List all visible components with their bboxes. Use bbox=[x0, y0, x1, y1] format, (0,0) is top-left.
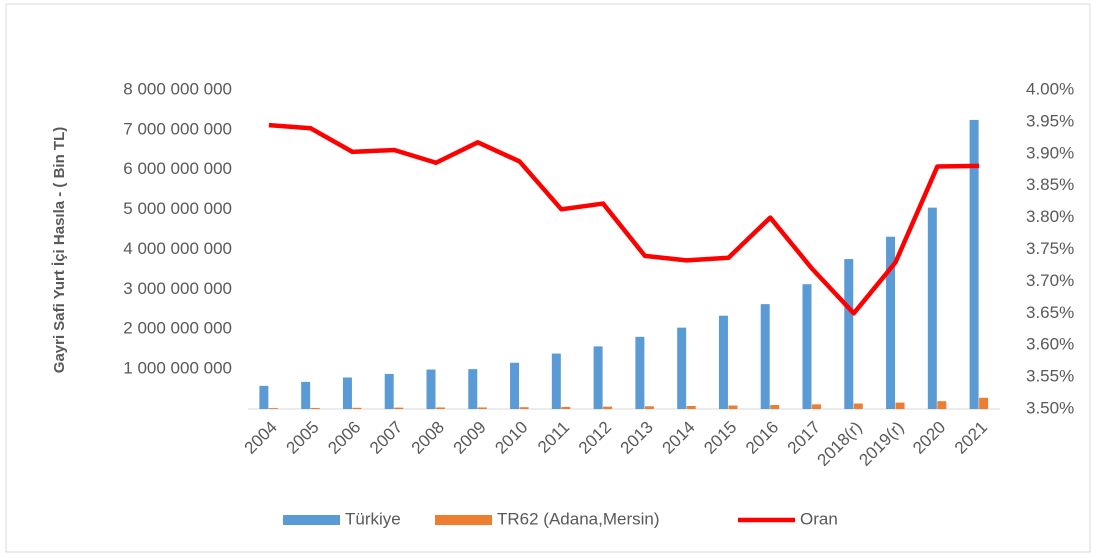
bar bbox=[352, 407, 362, 409]
bar bbox=[426, 369, 436, 409]
legend-label: Oran bbox=[800, 509, 838, 528]
y2-tick-label: 3.55% bbox=[1026, 367, 1074, 386]
y-tick-label: 7 000 000 000 bbox=[123, 119, 232, 138]
bar bbox=[301, 381, 311, 409]
y-tick-label: 6 000 000 000 bbox=[123, 159, 232, 178]
bar bbox=[895, 402, 905, 409]
bar bbox=[728, 405, 738, 409]
bar bbox=[969, 119, 979, 409]
bar bbox=[979, 397, 989, 409]
bar bbox=[718, 315, 728, 409]
bar bbox=[268, 408, 278, 409]
bar bbox=[927, 207, 937, 409]
bar bbox=[770, 405, 780, 409]
bar bbox=[853, 403, 863, 409]
y2-tick-label: 3.60% bbox=[1026, 335, 1074, 354]
bar bbox=[635, 336, 645, 409]
bar bbox=[259, 385, 269, 409]
y2-tick-label: 3.50% bbox=[1026, 398, 1074, 417]
y-axis-title: Gayri Safi Yurt İçi Hasıla - ( Bin TL) bbox=[51, 127, 68, 373]
y-tick-label: 2 000 000 000 bbox=[123, 319, 232, 338]
y2-tick-label: 4.00% bbox=[1026, 79, 1074, 98]
legend-label: Türkiye bbox=[345, 509, 401, 528]
bar bbox=[677, 327, 687, 409]
bar bbox=[886, 236, 896, 409]
y2-tick-label: 3.65% bbox=[1026, 303, 1074, 322]
bar bbox=[477, 407, 487, 409]
bar bbox=[310, 407, 320, 409]
bar bbox=[593, 346, 603, 409]
y-tick-label: 1 000 000 000 bbox=[123, 359, 232, 378]
y-tick-label: 8 000 000 000 bbox=[123, 79, 232, 98]
legend-label: TR62 (Adana,Mersin) bbox=[497, 509, 660, 528]
bar bbox=[844, 259, 854, 409]
bar bbox=[384, 373, 394, 409]
bar bbox=[436, 407, 445, 409]
bar bbox=[551, 353, 561, 409]
y2-tick-label: 3.75% bbox=[1026, 239, 1074, 258]
bar bbox=[510, 362, 520, 409]
y2-tick-label: 3.95% bbox=[1026, 111, 1074, 130]
y2-tick-label: 3.90% bbox=[1026, 143, 1074, 162]
y2-tick-label: 3.70% bbox=[1026, 271, 1074, 290]
y-tick-label: 4 000 000 000 bbox=[123, 239, 232, 258]
legend-swatch bbox=[283, 515, 340, 525]
bar bbox=[937, 401, 947, 409]
y-tick-label: 3 000 000 000 bbox=[123, 279, 232, 298]
line bbox=[268, 122, 980, 316]
bar bbox=[519, 407, 529, 409]
bar bbox=[342, 377, 352, 409]
y-tick-label: 5 000 000 000 bbox=[123, 199, 232, 218]
legend-swatch bbox=[435, 515, 492, 525]
bar bbox=[760, 304, 770, 409]
bar bbox=[468, 369, 478, 409]
bar bbox=[802, 284, 812, 409]
chart-frame bbox=[5, 3, 1091, 553]
bar bbox=[394, 407, 404, 409]
bar bbox=[644, 406, 654, 409]
bar bbox=[561, 406, 571, 409]
bar bbox=[812, 404, 821, 409]
bar bbox=[603, 406, 613, 409]
bar bbox=[686, 405, 696, 409]
y2-tick-label: 3.80% bbox=[1026, 207, 1074, 226]
y2-tick-label: 3.85% bbox=[1026, 175, 1074, 194]
